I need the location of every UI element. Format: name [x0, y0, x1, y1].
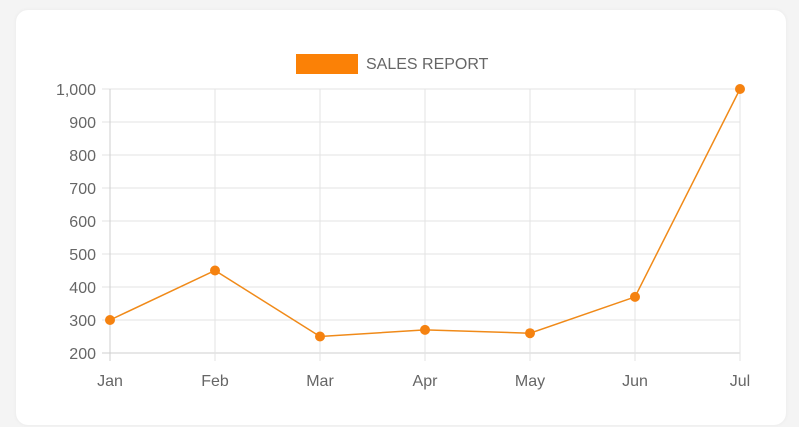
y-tick-label: 900 [69, 115, 96, 132]
y-tick-label: 800 [69, 148, 96, 165]
legend-label: SALES REPORT [366, 56, 489, 73]
x-tick-label: May [515, 373, 545, 390]
x-tick-label: Mar [306, 373, 334, 390]
x-tick-label: Feb [201, 373, 229, 390]
y-tick-label: 1,000 [56, 82, 96, 99]
chart-card [16, 10, 786, 425]
data-point[interactable] [420, 324, 430, 335]
legend-swatch [296, 54, 358, 74]
y-tick-label: 500 [69, 247, 96, 264]
data-point[interactable] [630, 291, 640, 302]
y-tick-label: 600 [69, 214, 96, 231]
x-tick-label: Jul [730, 373, 750, 390]
legend[interactable]: SALES REPORT [296, 54, 489, 74]
y-tick-label: 700 [69, 181, 96, 198]
data-point[interactable] [525, 328, 535, 339]
x-tick-label: Apr [413, 373, 439, 390]
y-tick-label: 200 [69, 346, 96, 363]
x-tick-label: Jan [97, 373, 123, 390]
series-layer [105, 84, 745, 342]
data-point[interactable] [315, 331, 325, 342]
grid-layer [102, 88, 741, 361]
y-tick-label: 300 [69, 313, 96, 330]
data-point[interactable] [210, 265, 220, 276]
axis-layer: 200 300 400 500 600 700 800 900 1,000 Jan Feb Mar Ap… [56, 82, 750, 390]
data-point[interactable] [105, 315, 115, 325]
x-tick-label: Jun [622, 373, 648, 390]
data-point[interactable] [735, 84, 745, 94]
y-tick-label: 400 [69, 280, 96, 297]
